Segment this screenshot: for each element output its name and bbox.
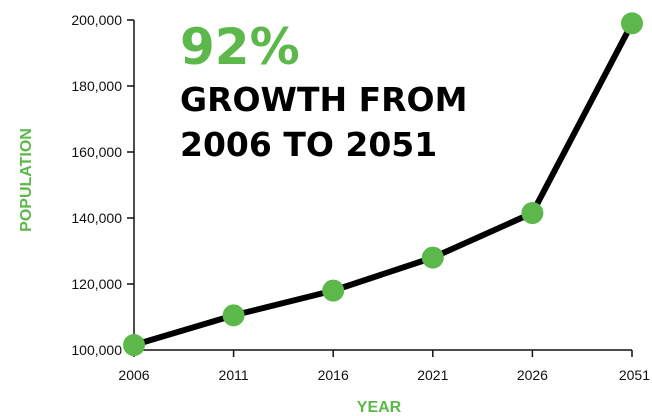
- data-point-2016: [322, 279, 345, 302]
- x-tick-label: 2026: [517, 367, 548, 383]
- growth-headline-line-2: 2006 TO 2051: [180, 125, 437, 164]
- data-point-2011: [222, 304, 245, 327]
- x-tick-label: 2006: [118, 367, 149, 383]
- y-tick-label: 200,000: [71, 12, 122, 28]
- y-tick-label: 100,000: [71, 342, 122, 358]
- data-point-2021: [421, 246, 444, 269]
- x-axis: 2006 2011 2016 2021 2026 2051: [118, 349, 650, 383]
- x-tick-label: 2011: [219, 367, 249, 383]
- data-point-2026: [521, 202, 544, 225]
- y-axis: 100,000 120,000 140,000 160,000 180,000 200,0…: [71, 12, 135, 358]
- x-tick-label: 2051: [619, 367, 650, 383]
- y-tick-label: 120,000: [71, 276, 122, 292]
- data-point-2051: [621, 12, 643, 35]
- growth-percent-label: 92%: [180, 18, 300, 76]
- y-tick-label: 180,000: [71, 78, 122, 94]
- y-axis-title: POPULATION: [18, 128, 35, 232]
- x-tick-label: 2016: [318, 367, 349, 383]
- growth-headline-line-1: GROWTH FROM: [180, 80, 467, 119]
- population-series: [123, 12, 643, 357]
- x-axis-title: YEAR: [357, 399, 402, 416]
- population-line: [133, 21, 635, 348]
- data-point-2006: [123, 334, 145, 357]
- y-tick-label: 160,000: [71, 144, 122, 160]
- x-tick-label: 2021: [417, 367, 448, 383]
- y-tick-label: 140,000: [71, 210, 122, 226]
